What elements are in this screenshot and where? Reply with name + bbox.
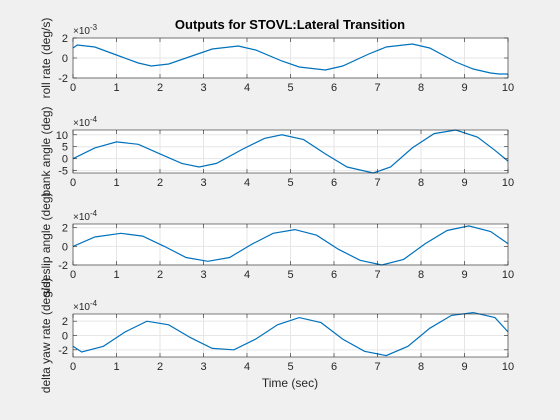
y-tick-label: 2 <box>62 223 68 235</box>
x-tick-label: 7 <box>374 82 380 94</box>
x-tick-label: 3 <box>200 361 206 373</box>
y-tick-label: -5 <box>58 166 68 178</box>
x-tick-label: 9 <box>461 361 467 373</box>
y-axis-label: delta yaw rate (deg/s) <box>39 278 53 393</box>
y-tick-label: -2 <box>58 73 68 85</box>
x-tick-label: 2 <box>157 177 163 189</box>
x-tick-label: 8 <box>418 269 424 281</box>
x-tick-label: 3 <box>200 269 206 281</box>
x-tick-label: 5 <box>287 361 293 373</box>
y-axis-label: roll rate (deg/s) <box>39 18 53 99</box>
x-tick-label: 6 <box>331 82 337 94</box>
y-tick-label: 5 <box>62 142 68 154</box>
y-tick-label: 2 <box>62 316 68 328</box>
exponent-base: ×10 <box>73 26 90 37</box>
exponent-base: ×10 <box>73 212 90 223</box>
chart-title: Outputs for STOVL:Lateral Transition <box>175 17 405 32</box>
y-axis-label: sideslip angle (deg) <box>39 192 53 296</box>
y-tick-label: -2 <box>58 260 68 272</box>
x-tick-label: 0 <box>70 82 76 94</box>
y-tick-label: 0 <box>62 53 68 65</box>
y-tick-label: 2 <box>62 33 68 45</box>
x-tick-label: 2 <box>157 82 163 94</box>
x-tick-label: 1 <box>113 361 119 373</box>
exponent-power: -4 <box>90 209 98 218</box>
x-tick-label: 4 <box>244 269 250 281</box>
x-tick-label: 1 <box>113 82 119 94</box>
x-tick-label: 8 <box>418 82 424 94</box>
x-tick-label: 6 <box>331 269 337 281</box>
y-exponent-label: ×10-4 <box>73 209 98 223</box>
exponent-power: -4 <box>90 299 98 308</box>
x-tick-label: 5 <box>287 82 293 94</box>
y-exponent-label: ×10-3 <box>73 23 98 37</box>
x-tick-label: 7 <box>374 361 380 373</box>
x-tick-label: 9 <box>461 269 467 281</box>
x-tick-label: 0 <box>70 177 76 189</box>
x-tick-label: 6 <box>331 177 337 189</box>
exponent-power: -3 <box>90 23 98 32</box>
x-tick-label: 0 <box>70 361 76 373</box>
x-tick-label: 2 <box>157 361 163 373</box>
x-tick-label: 10 <box>502 269 514 281</box>
y-exponent-label: ×10-4 <box>73 115 98 129</box>
x-tick-label: 2 <box>157 269 163 281</box>
x-tick-label: 5 <box>287 269 293 281</box>
x-tick-label: 5 <box>287 177 293 189</box>
x-tick-label: 9 <box>461 82 467 94</box>
x-tick-label: 3 <box>200 177 206 189</box>
y-tick-label: 10 <box>56 130 68 142</box>
exponent-power: -4 <box>90 115 98 124</box>
exponent-base: ×10 <box>73 302 90 313</box>
x-tick-label: 10 <box>502 361 514 373</box>
y-tick-label: 0 <box>62 154 68 166</box>
x-tick-label: 4 <box>244 361 250 373</box>
exponent-base: ×10 <box>73 118 90 129</box>
series-line <box>72 43 508 75</box>
x-tick-label: 7 <box>374 177 380 189</box>
y-axis-label: bank angle (deg) <box>39 106 53 196</box>
x-tick-label: 7 <box>374 269 380 281</box>
x-tick-label: 1 <box>113 269 119 281</box>
x-tick-label: 8 <box>418 177 424 189</box>
x-tick-label: 10 <box>502 82 514 94</box>
x-tick-label: 6 <box>331 361 337 373</box>
x-tick-label: 3 <box>200 82 206 94</box>
series-line <box>72 129 509 174</box>
x-tick-label: 8 <box>418 361 424 373</box>
x-tick-label: 4 <box>244 177 250 189</box>
y-tick-label: -2 <box>58 345 68 357</box>
x-tick-label: 0 <box>70 269 76 281</box>
y-exponent-label: ×10-4 <box>73 299 98 313</box>
series-line <box>72 225 509 266</box>
x-tick-label: 1 <box>113 177 119 189</box>
x-axis-label: Time (sec) <box>262 376 318 390</box>
y-tick-label: 0 <box>62 241 68 253</box>
series-line <box>72 311 509 357</box>
y-tick-label: 0 <box>62 331 68 343</box>
x-tick-label: 10 <box>502 177 514 189</box>
x-tick-label: 9 <box>461 177 467 189</box>
x-tick-label: 4 <box>244 82 250 94</box>
